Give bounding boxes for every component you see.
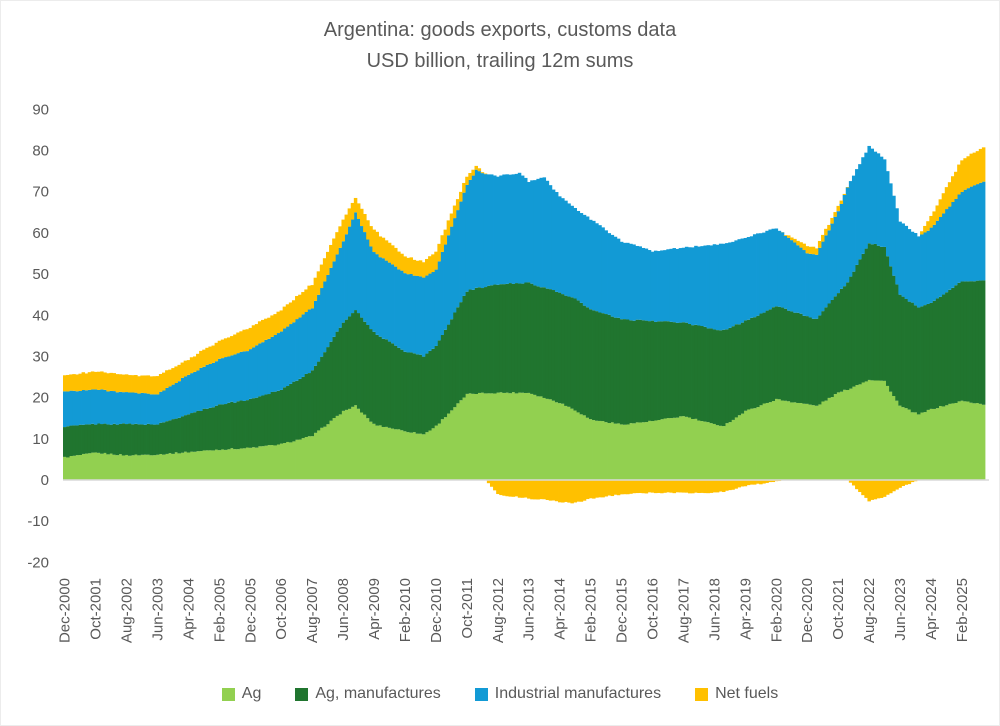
x-axis-tick-label: Aug-2007 [304, 578, 321, 643]
x-axis-tick-label: Aug-2022 [861, 578, 878, 643]
x-axis-tick-label: Feb-2005 [211, 578, 228, 642]
y-axis-tick-label: -10 [27, 513, 49, 530]
legend-swatch-icon [474, 687, 488, 701]
legend-label: Ag, manufactures [315, 685, 441, 702]
y-axis-tick-label: 90 [32, 101, 49, 118]
x-axis-tick-label: Jun-2013 [521, 578, 538, 641]
x-axis-tick-label: Aug-2017 [675, 578, 692, 643]
legend-item: Net fuels [695, 685, 778, 703]
x-axis-tick-label: Dec-2020 [799, 578, 816, 643]
y-axis-tick-label: 30 [32, 348, 49, 365]
x-axis-tick-label: Apr-2014 [552, 578, 569, 640]
legend-label: Net fuels [715, 685, 779, 702]
y-axis-tick-label: 10 [32, 431, 49, 448]
x-axis-tick-label: Dec-2000 [57, 578, 74, 643]
chart-title: Argentina: goods exports, customs data U… [1, 15, 999, 77]
x-axis-tick-label: Feb-2025 [954, 578, 971, 642]
y-axis-tick-label: 0 [41, 472, 49, 489]
x-axis-tick-label: Apr-2009 [366, 578, 383, 640]
x-axis-tick-label: Oct-2021 [830, 578, 847, 640]
x-axis-tick-label: Jun-2003 [150, 578, 167, 641]
x-axis-tick-label: Oct-2006 [273, 578, 290, 640]
x-axis-tick-label: Feb-2010 [397, 578, 414, 642]
x-axis-tick-label: Feb-2020 [768, 578, 785, 642]
legend: Ag Ag, manufactures Industrial manufacture… [1, 685, 999, 703]
x-axis-tick-label: Jun-2023 [892, 578, 909, 641]
x-axis-tick-label: Jun-2018 [706, 578, 723, 641]
legend-swatch-icon [221, 687, 235, 701]
chart-title-line1: Argentina: goods exports, customs data [323, 19, 677, 41]
series-ag-manufactures [63, 243, 986, 458]
y-axis-tick-label: 60 [32, 225, 49, 242]
x-axis-tick-label: Aug-2002 [119, 578, 136, 643]
series-net-fuels [63, 147, 986, 504]
legend-label: Industrial manufactures [494, 685, 662, 702]
x-axis-tick-label: Oct-2011 [459, 578, 476, 639]
x-axis: Dec-2000 Oct-2001 Aug-2002 Jun-2003 Apr-2004… [57, 578, 971, 643]
x-axis-tick-label: Apr-2019 [737, 578, 754, 640]
x-axis-tick-label: Jun-2008 [335, 578, 352, 641]
legend-item: Industrial manufactures [474, 685, 662, 703]
chart-title-line2: USD billion, trailing 12m sums [366, 50, 634, 72]
x-axis-tick-label: Oct-2001 [88, 578, 105, 640]
y-axis-tick-label: 20 [32, 390, 49, 407]
legend-swatch-icon [295, 687, 309, 701]
x-axis-tick-label: Apr-2024 [923, 578, 940, 640]
x-axis-tick-label: Dec-2005 [242, 578, 259, 643]
x-axis-tick-label: Dec-2010 [428, 578, 445, 643]
legend-item: Ag, manufactures [295, 685, 441, 703]
legend-item: Ag [221, 685, 262, 703]
y-axis-tick-label: 80 [32, 143, 49, 160]
legend-swatch-icon [695, 687, 709, 701]
legend-label: Ag [241, 685, 262, 702]
x-axis-tick-label: Aug-2012 [490, 578, 507, 643]
y-axis: 90 80 70 60 50 40 30 20 10 0 -10 -20 [27, 101, 49, 571]
y-axis-tick-label: 40 [32, 307, 49, 324]
x-axis-tick-label: Feb-2015 [583, 578, 600, 642]
series-industrial-manufactures [63, 145, 986, 428]
y-axis-tick-label: 50 [32, 266, 49, 283]
series-ag [63, 379, 986, 480]
y-axis-tick-label: -20 [27, 554, 49, 571]
x-axis-tick-label: Apr-2004 [180, 578, 197, 640]
x-axis-tick-label: Oct-2016 [645, 578, 662, 640]
x-axis-tick-label: Dec-2015 [614, 578, 631, 643]
y-axis-tick-label: 70 [32, 184, 49, 201]
